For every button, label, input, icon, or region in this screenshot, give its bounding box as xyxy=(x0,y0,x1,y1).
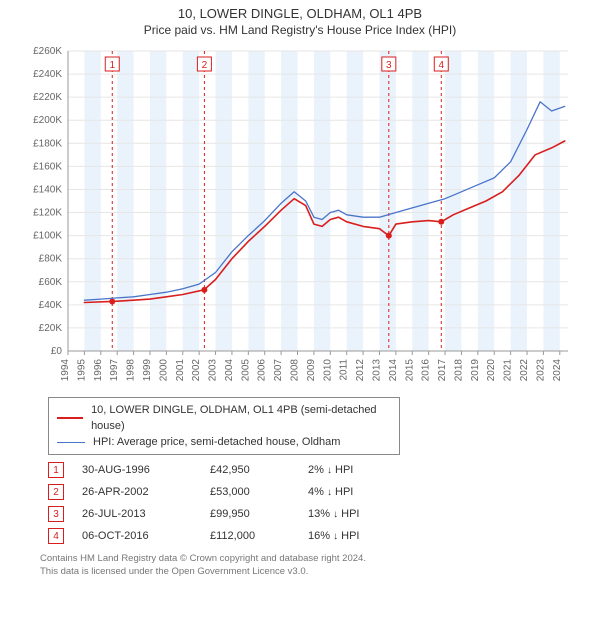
event-marker: 2 xyxy=(48,484,64,500)
x-tick-label: 2004 xyxy=(224,359,235,382)
down-arrow-icon: ↓ xyxy=(333,531,338,542)
x-tick-label: 2012 xyxy=(355,359,366,382)
x-tick-label: 2018 xyxy=(453,359,464,382)
x-tick-label: 2013 xyxy=(371,359,382,382)
down-arrow-icon: ↓ xyxy=(327,465,332,476)
y-tick-label: £80K xyxy=(39,254,63,265)
event-date: 30-AUG-1996 xyxy=(74,459,202,481)
x-tick-label: 2007 xyxy=(273,359,284,382)
x-tick-label: 2019 xyxy=(470,359,481,382)
footer-line-2: This data is licensed under the Open Gov… xyxy=(40,566,580,579)
y-tick-label: £120K xyxy=(33,208,62,219)
x-tick-label: 2024 xyxy=(552,359,563,382)
chart-area: £0 £20K £40K £60K £80K £100K £120K £140K £160K £1… xyxy=(20,41,580,391)
event-marker: 3 xyxy=(48,506,64,522)
y-tick-label: £140K xyxy=(33,184,62,195)
y-tick-label: £180K xyxy=(33,138,62,149)
x-tick-label: 2009 xyxy=(306,359,317,382)
attribution-footer: Contains HM Land Registry data © Crown c… xyxy=(40,553,580,579)
x-tick-label: 2022 xyxy=(519,359,530,382)
event-date: 26-APR-2002 xyxy=(74,481,202,503)
event-vs: HPI xyxy=(341,508,359,520)
x-tick-label: 2017 xyxy=(437,359,448,382)
x-tick-label: 2005 xyxy=(240,359,251,382)
event-vs: HPI xyxy=(335,486,353,498)
y-tick-label: £220K xyxy=(33,92,62,103)
down-arrow-icon: ↓ xyxy=(327,487,332,498)
x-tick-label: 2001 xyxy=(175,359,186,382)
y-tick-label: £60K xyxy=(39,277,63,288)
chart-subtitle: Price paid vs. HM Land Registry's House … xyxy=(0,21,600,41)
event-pct: 16% xyxy=(308,530,330,542)
event-row: 130-AUG-1996£42,9502% ↓ HPI xyxy=(40,459,408,481)
legend-swatch xyxy=(57,442,85,443)
event-pct: 13% xyxy=(308,508,330,520)
footer-line-1: Contains HM Land Registry data © Crown c… xyxy=(40,553,580,566)
event-delta: 16% ↓ HPI xyxy=(300,525,408,547)
x-tick-label: 2010 xyxy=(322,359,333,382)
event-price: £53,000 xyxy=(202,481,300,503)
x-tick-label: 2016 xyxy=(421,359,432,382)
legend-item: 10, LOWER DINGLE, OLDHAM, OL1 4PB (semi-… xyxy=(57,402,391,434)
events-table: 130-AUG-1996£42,9502% ↓ HPI226-APR-2002£… xyxy=(40,459,580,547)
event-vs: HPI xyxy=(335,464,353,476)
event-pct: 2% xyxy=(308,464,324,476)
x-tick-label: 2015 xyxy=(404,359,415,382)
x-tick-label: 2020 xyxy=(486,359,497,382)
event-row: 226-APR-2002£53,0004% ↓ HPI xyxy=(40,481,408,503)
event-delta: 2% ↓ HPI xyxy=(300,459,408,481)
x-tick-label: 1996 xyxy=(93,359,104,382)
marker-number: 3 xyxy=(386,60,392,71)
x-tick-label: 2021 xyxy=(503,359,514,382)
event-pct: 4% xyxy=(308,486,324,498)
event-price: £112,000 xyxy=(202,525,300,547)
legend-swatch xyxy=(57,417,83,419)
x-tick-label: 1998 xyxy=(126,359,137,382)
price-chart: £0 £20K £40K £60K £80K £100K £120K £140K £160K £1… xyxy=(20,41,580,391)
event-row: 406-OCT-2016£112,00016% ↓ HPI xyxy=(40,525,408,547)
event-price: £99,950 xyxy=(202,503,300,525)
y-tick-label: £40K xyxy=(39,300,63,311)
event-marker: 1 xyxy=(48,462,64,478)
y-tick-label: £240K xyxy=(33,69,62,80)
event-delta: 13% ↓ HPI xyxy=(300,503,408,525)
x-tick-label: 1995 xyxy=(76,359,87,382)
legend-box: 10, LOWER DINGLE, OLDHAM, OL1 4PB (semi-… xyxy=(48,397,400,455)
x-tick-label: 1997 xyxy=(109,359,120,382)
y-tick-label: £200K xyxy=(33,115,62,126)
x-tick-label: 2006 xyxy=(257,359,268,382)
y-tick-label: £0 xyxy=(51,346,63,357)
marker-number: 2 xyxy=(202,60,208,71)
chart-title: 10, LOWER DINGLE, OLDHAM, OL1 4PB xyxy=(0,0,600,21)
x-tick-label: 1994 xyxy=(60,359,71,382)
legend-item: HPI: Average price, semi-detached house,… xyxy=(57,434,391,450)
event-row: 326-JUL-2013£99,95013% ↓ HPI xyxy=(40,503,408,525)
event-price: £42,950 xyxy=(202,459,300,481)
legend-label: 10, LOWER DINGLE, OLDHAM, OL1 4PB (semi-… xyxy=(91,402,391,434)
event-delta: 4% ↓ HPI xyxy=(300,481,408,503)
x-tick-label: 2014 xyxy=(388,359,399,382)
y-tick-label: £160K xyxy=(33,161,62,172)
y-tick-label: £260K xyxy=(33,46,62,57)
event-marker: 4 xyxy=(48,528,64,544)
x-tick-label: 2002 xyxy=(191,359,202,382)
event-date: 26-JUL-2013 xyxy=(74,503,202,525)
figure-container: 10, LOWER DINGLE, OLDHAM, OL1 4PB Price … xyxy=(0,0,600,620)
marker-number: 4 xyxy=(438,60,444,71)
x-tick-label: 2023 xyxy=(535,359,546,382)
x-tick-label: 2000 xyxy=(158,359,169,382)
marker-number: 1 xyxy=(109,60,115,71)
y-tick-label: £100K xyxy=(33,231,62,242)
y-tick-label: £20K xyxy=(39,323,63,334)
legend-label: HPI: Average price, semi-detached house,… xyxy=(93,434,340,450)
event-vs: HPI xyxy=(341,530,359,542)
x-tick-label: 2011 xyxy=(339,359,350,381)
x-tick-label: 2008 xyxy=(290,359,301,382)
down-arrow-icon: ↓ xyxy=(333,509,338,520)
event-date: 06-OCT-2016 xyxy=(74,525,202,547)
x-tick-label: 1999 xyxy=(142,359,153,382)
x-tick-label: 2003 xyxy=(208,359,219,382)
